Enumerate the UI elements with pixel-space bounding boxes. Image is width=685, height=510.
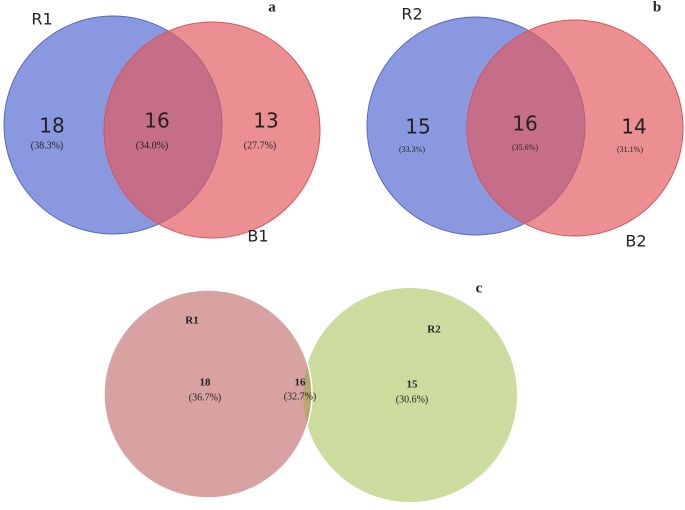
region-count: 18 (200, 377, 212, 389)
set-label: B2 (625, 232, 646, 251)
panel-tag: c (476, 280, 483, 296)
region-count: 15 (407, 379, 419, 391)
region-percent: (34.0%) (136, 140, 169, 151)
set-label: R1 (31, 10, 52, 29)
region-percent: (27.7%) (244, 140, 277, 151)
region-count: 15 (405, 115, 430, 139)
panel-tag: a (268, 0, 276, 15)
region-percent: (33.3%) (399, 145, 425, 154)
region-percent: (32.7%) (284, 391, 317, 402)
region-percent: (38.3%) (31, 140, 64, 151)
region-percent: (30.6%) (396, 394, 429, 405)
set-circle (103, 21, 321, 239)
region-count: 14 (621, 115, 646, 139)
region-count: 16 (512, 112, 537, 136)
region-percent: (31.1%) (617, 145, 643, 154)
region-count: 16 (295, 377, 307, 389)
region-count: 16 (144, 109, 169, 133)
panel-tag: b (653, 0, 661, 15)
region-count: 13 (253, 109, 278, 133)
panel-b: R2 B2 b 15 (33.3%) 16 (35.6%) 14 (31.1%) (366, 0, 684, 251)
set-circle (104, 290, 312, 498)
circle-outline (103, 289, 313, 499)
region-percent: (36.7%) (189, 392, 222, 403)
set-circle (466, 19, 684, 237)
panel-c: R1 R2 c 18 (36.7%) 16 (32.7%) 15 (30.6%) (103, 280, 517, 502)
set-label: B1 (247, 227, 268, 246)
region-percent: (35.6%) (512, 143, 538, 152)
set-label: R2 (427, 324, 441, 336)
set-label: R2 (401, 5, 422, 24)
set-label: R1 (185, 315, 198, 327)
region-count: 18 (39, 114, 64, 138)
set-circle (303, 288, 517, 502)
panel-a: R1 B1 a 18 (38.3%) 16 (34.0%) 13 (27.7%) (3, 0, 321, 246)
